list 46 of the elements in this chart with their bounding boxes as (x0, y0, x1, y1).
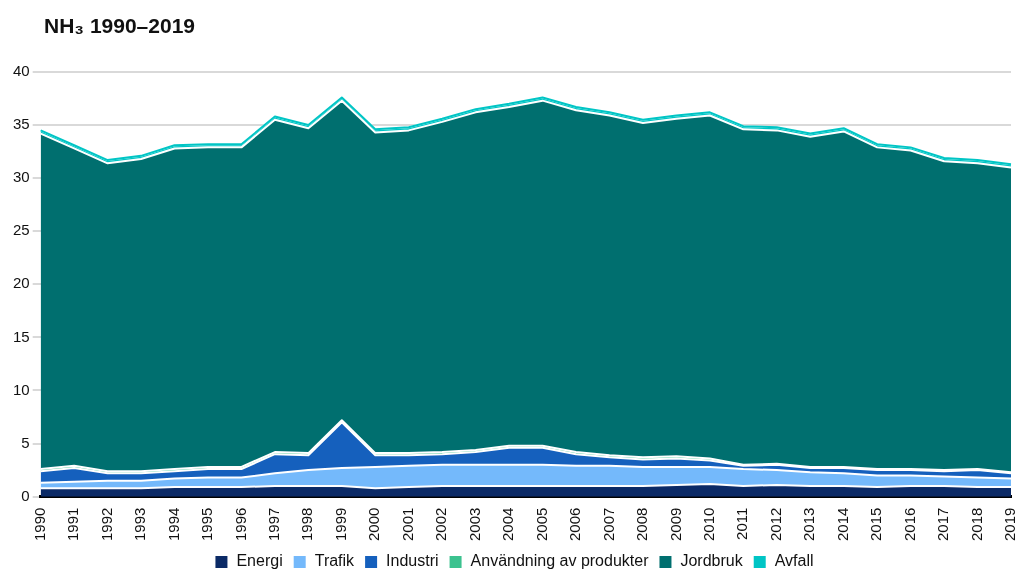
chart-title: NH₃ 1990–2019 (44, 14, 195, 38)
y-tick-label: 25 (13, 221, 30, 239)
x-tick-label: 2017 (934, 507, 952, 542)
y-tick-label: 20 (13, 274, 30, 292)
x-tick-label: 1996 (231, 507, 249, 542)
y-tick-label: 40 (13, 62, 30, 80)
x-tick-label: 2007 (599, 507, 617, 542)
x-tick-label: 2004 (499, 507, 517, 542)
x-tick-label: 2000 (365, 507, 383, 542)
x-tick-label: 2018 (967, 507, 985, 542)
legend-label: Användning av produkter (470, 552, 650, 570)
legend-label: Avfall (774, 552, 814, 570)
x-tick-label: 2005 (532, 507, 550, 542)
y-tick-label: 15 (13, 327, 30, 345)
y-tick-label: 10 (13, 380, 30, 398)
x-tick-label: 1990 (30, 507, 48, 542)
y-tick-label: 30 (13, 168, 30, 186)
y-tick-label: 35 (13, 115, 30, 133)
x-tick-label: 2010 (700, 507, 718, 542)
legend-label: Jordbruk (680, 552, 744, 570)
x-tick-label: 2011 (733, 507, 751, 540)
x-tick-label: 2001 (398, 507, 416, 542)
x-tick-label: 1998 (298, 507, 316, 542)
x-tick-label: 1994 (164, 507, 182, 542)
x-tick-label: 2008 (633, 507, 651, 542)
legend-label: Industri (386, 552, 439, 570)
legend-label: Trafik (314, 552, 356, 570)
x-tick-label: 2009 (666, 507, 684, 542)
x-tick-label: 2015 (867, 507, 885, 542)
x-tick-label: 2002 (432, 507, 450, 542)
x-tick-label: 2014 (833, 507, 851, 542)
x-tick-label: 1992 (97, 507, 115, 542)
x-tick-label: 1993 (131, 507, 149, 542)
x-tick-label: 2006 (566, 507, 584, 542)
x-tick-label: 1991 (64, 507, 82, 542)
x-tick-label: 1997 (265, 507, 283, 542)
x-tick-label: 2013 (800, 507, 818, 542)
x-tick-label: 2016 (900, 507, 918, 542)
x-tick-label: 1999 (331, 507, 349, 542)
x-tick-label: 2003 (465, 507, 483, 542)
legend-label: Energi (236, 552, 283, 570)
y-tick-label: 5 (21, 433, 30, 451)
x-tick-label: 1995 (198, 507, 216, 542)
x-tick-label: 2012 (766, 507, 784, 542)
y-tick-label: 0 (21, 486, 30, 504)
x-tick-label: 2019 (1001, 507, 1019, 542)
